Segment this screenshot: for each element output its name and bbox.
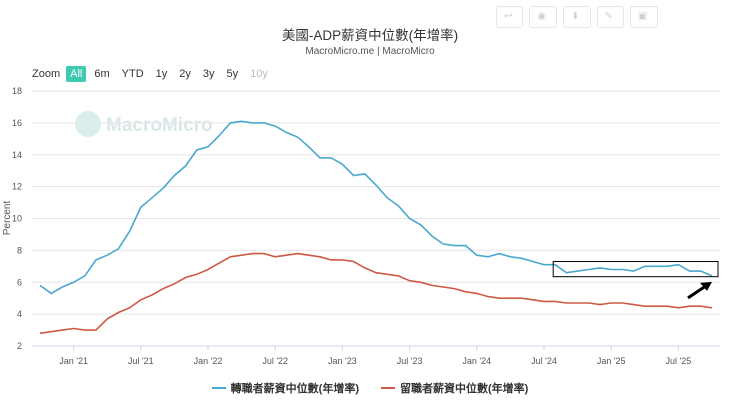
x-tick-label: Jul '22: [262, 356, 288, 366]
fullscreen-button[interactable]: ▣: [629, 6, 659, 28]
legend-item-series-1[interactable]: 轉職者薪資中位數(年增率): [211, 380, 359, 396]
zoom-5y-button[interactable]: 5y: [226, 68, 239, 80]
download-button[interactable]: ⬇: [563, 6, 591, 28]
y-tick-label: 2: [17, 341, 22, 351]
series-line-2: [39, 252, 713, 335]
chart-title: 美國-ADP薪資中位數(年增率): [281, 28, 459, 43]
legend-label-1: 轉職者薪資中位數(年增率): [230, 383, 359, 395]
x-tick-label: Jul '25: [666, 356, 692, 366]
watermark-logo-icon: [75, 111, 101, 137]
x-tick-label: Jul '21: [128, 356, 154, 366]
x-tick-label: Jul '23: [397, 356, 423, 366]
chart-subtitle: MacroMicro.me | MacroMicro: [305, 46, 435, 57]
zoom-selector: Zoom All 6m YTD 1y 2y 3y 5y 10y: [32, 66, 276, 82]
legend: 轉職者薪資中位數(年增率) 留職者薪資中位數(年增率): [0, 380, 740, 396]
zoom-3y-button[interactable]: 3y: [202, 68, 215, 80]
macromicro-watermark: MacroMicro: [75, 111, 213, 137]
y-axis: 2 4 6 8 10 12 14 16 18: [12, 86, 22, 351]
back-icon: ↩: [504, 11, 513, 22]
series-line-1: [39, 120, 713, 295]
x-tick-label: Jan '25: [597, 356, 626, 366]
zoom-2y-button[interactable]: 2y: [179, 68, 191, 80]
arrow-shaft: [687, 284, 707, 300]
legend-swatch-1: [211, 387, 226, 389]
legend-swatch-2: [381, 387, 395, 389]
y-tick-label: 6: [17, 277, 22, 287]
x-axis: Jan '21 Jul '21 Jan '22 Jul '22 Jan '23 Jul '…: [32, 345, 720, 366]
y-tick-label: 14: [12, 150, 22, 160]
annotations: [552, 261, 719, 300]
watermark-text: MacroMicro: [106, 115, 213, 136]
zoom-all-button[interactable]: All: [66, 66, 87, 82]
chart-toolbar: ↩ ◉ ⬇ ✎ ▣: [496, 6, 659, 28]
y-tick-label: 18: [12, 86, 22, 96]
x-tick-label: Jan '22: [194, 356, 223, 366]
edit-icon: ✎: [604, 11, 613, 22]
zoom-1y-button[interactable]: 1y: [155, 68, 168, 80]
share-icon: ◉: [537, 11, 547, 22]
y-axis-label: Percent: [2, 201, 13, 236]
zoom-ytd-button[interactable]: YTD: [121, 68, 144, 80]
back-button[interactable]: ↩: [496, 6, 524, 28]
zoom-label: Zoom: [32, 68, 61, 80]
x-tick-label: Jan '23: [328, 356, 357, 366]
download-icon: ⬇: [571, 11, 580, 22]
x-tick-label: Jan '21: [59, 356, 88, 366]
y-tick-label: 16: [12, 118, 22, 128]
series-lines: [39, 120, 713, 335]
edit-button[interactable]: ✎: [596, 6, 624, 28]
y-tick-label: 10: [12, 214, 22, 224]
x-tick-label: Jul '24: [531, 356, 557, 366]
arrow-head: [700, 281, 712, 291]
legend-item-series-2[interactable]: 留職者薪資中位數(年增率): [381, 380, 528, 396]
share-button[interactable]: ◉: [529, 6, 558, 28]
zoom-10y-button: 10y: [250, 68, 268, 80]
highlight-box: [552, 261, 719, 278]
zoom-6m-button[interactable]: 6m: [94, 68, 110, 80]
legend-label-2: 留職者薪資中位數(年增率): [400, 383, 529, 395]
y-tick-label: 8: [17, 245, 22, 255]
y-tick-label: 12: [12, 182, 22, 192]
y-tick-label: 4: [17, 309, 22, 319]
fullscreen-icon: ▣: [637, 11, 648, 22]
x-tick-label: Jan '24: [462, 356, 491, 366]
